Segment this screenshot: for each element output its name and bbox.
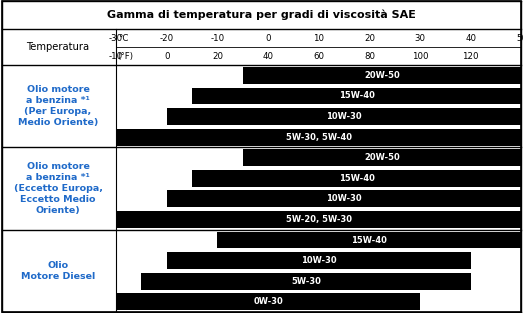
Text: 10W-30: 10W-30 xyxy=(301,256,337,265)
Text: 80: 80 xyxy=(364,52,375,61)
Text: 20: 20 xyxy=(364,33,375,43)
Text: 5W-20, 5W-30: 5W-20, 5W-30 xyxy=(286,215,352,224)
Bar xyxy=(167,190,521,207)
Text: Olio
Motore Diesel: Olio Motore Diesel xyxy=(21,261,95,281)
Text: Olio motore
a benzina *¹
(Eccetto Europa,
Eccetto Medio
Oriente): Olio motore a benzina *¹ (Eccetto Europa… xyxy=(14,162,103,215)
Bar xyxy=(141,273,471,290)
Text: 50: 50 xyxy=(516,33,523,43)
Text: 5W-30, 5W-40: 5W-30, 5W-40 xyxy=(286,133,352,142)
Bar xyxy=(243,67,521,84)
Text: 60: 60 xyxy=(313,52,324,61)
Text: Gamma di temperatura per gradi di viscosità SAE: Gamma di temperatura per gradi di viscos… xyxy=(107,10,416,20)
Text: Olio motore
a benzina *¹
(Per Europa,
Medio Oriente): Olio motore a benzina *¹ (Per Europa, Me… xyxy=(18,85,98,127)
Text: 20: 20 xyxy=(212,52,223,61)
Text: -10: -10 xyxy=(210,33,224,43)
Text: 0: 0 xyxy=(265,33,271,43)
Text: 10W-30: 10W-30 xyxy=(326,112,362,121)
Text: 10W-30: 10W-30 xyxy=(326,194,362,203)
Bar xyxy=(116,129,521,146)
Text: 40: 40 xyxy=(465,33,476,43)
Text: -30: -30 xyxy=(109,33,123,43)
Bar xyxy=(218,232,521,249)
Text: 120: 120 xyxy=(462,52,479,61)
Text: 0W-30: 0W-30 xyxy=(253,297,283,306)
Text: 30: 30 xyxy=(415,33,426,43)
Bar xyxy=(167,108,521,125)
Bar xyxy=(243,149,521,166)
Bar xyxy=(116,293,420,310)
Text: 15W-40: 15W-40 xyxy=(339,174,374,183)
Text: °C: °C xyxy=(118,33,128,43)
Text: 100: 100 xyxy=(412,52,428,61)
Text: 15W-40: 15W-40 xyxy=(351,235,388,244)
Text: Temperatura: Temperatura xyxy=(27,42,89,52)
Text: 20W-50: 20W-50 xyxy=(364,71,400,80)
Text: 0: 0 xyxy=(164,52,169,61)
Text: 10: 10 xyxy=(313,33,324,43)
Text: -10: -10 xyxy=(109,52,123,61)
Text: 40: 40 xyxy=(263,52,274,61)
Text: 5W-30: 5W-30 xyxy=(291,277,321,286)
Bar xyxy=(192,170,521,187)
Text: 15W-40: 15W-40 xyxy=(339,91,374,100)
Bar xyxy=(167,252,471,269)
Text: 20W-50: 20W-50 xyxy=(364,153,400,162)
Text: -20: -20 xyxy=(160,33,174,43)
Bar xyxy=(192,88,521,105)
Text: (°F): (°F) xyxy=(118,52,134,61)
Bar xyxy=(116,211,521,228)
